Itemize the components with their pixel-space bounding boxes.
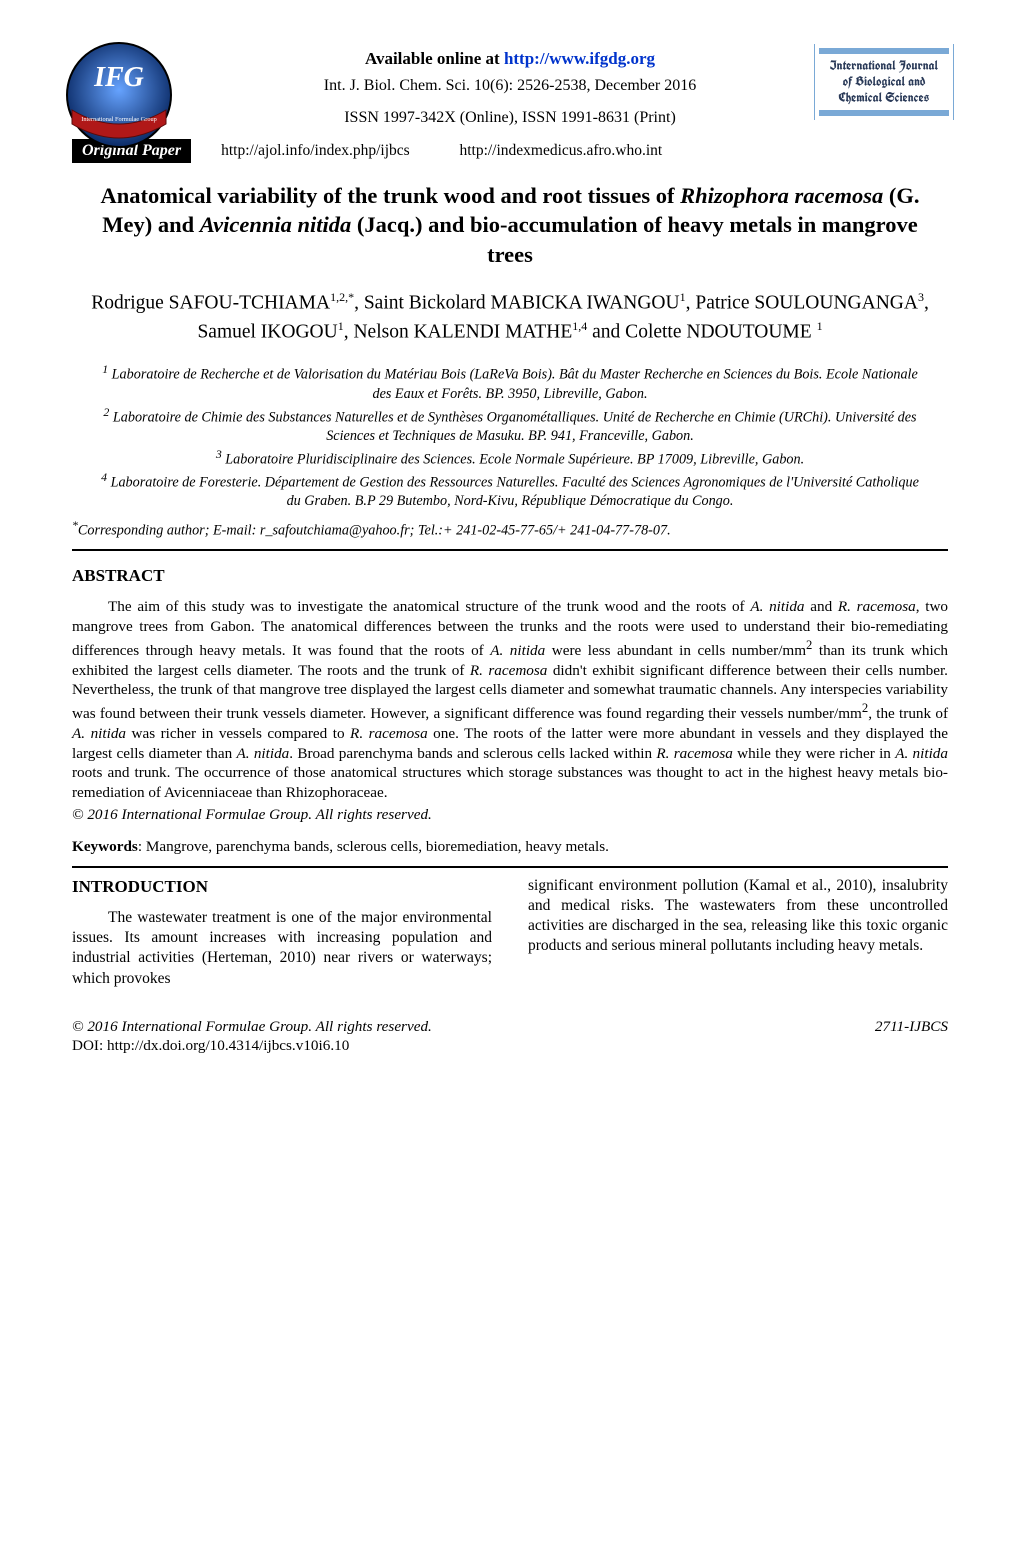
ajol-link[interactable]: http://ajol.info/index.php/ijbcs	[221, 142, 410, 159]
introduction-columns: INTRODUCTION The wastewater treatment is…	[72, 876, 948, 989]
rule-below-keywords	[72, 866, 948, 868]
original-paper-row: Original Paper http://ajol.info/index.ph…	[72, 139, 948, 163]
affiliation-2: 2 Laboratoire de Chimie des Substances N…	[96, 405, 924, 447]
svg-text:International Formulae Group: International Formulae Group	[81, 116, 157, 123]
intro-text-left: The wastewater treatment is one of the m…	[72, 908, 492, 989]
abstract-text: The aim of this study was to investigate…	[72, 597, 948, 803]
intro-col-right: significant environment pollution (Kamal…	[528, 876, 948, 989]
indexmedicus-link[interactable]: http://indexmedicus.afro.who.int	[459, 142, 662, 159]
svg-text:IFG: IFG	[93, 62, 144, 93]
keywords-text: : Mangrove, parenchyma bands, sclerous c…	[138, 838, 609, 855]
affiliation-1: 1 Laboratoire de Recherche et de Valoris…	[96, 362, 924, 404]
available-prefix: Available online at	[365, 49, 504, 68]
footer-doi: DOI: http://dx.doi.org/10.4314/ijbcs.v10…	[72, 1036, 432, 1055]
journal-name-box: International Journal of Biological and …	[814, 44, 954, 120]
footer-copyright: © 2016 International Formulae Group. All…	[72, 1017, 432, 1036]
footer: © 2016 International Formulae Group. All…	[72, 1017, 948, 1056]
header-links: http://ajol.info/index.php/ijbcs http://…	[221, 142, 662, 159]
header: IFG International Formulae Group Interna…	[72, 48, 948, 129]
rule-above-abstract	[72, 549, 948, 551]
keywords-label: Keywords	[72, 838, 138, 855]
available-link[interactable]: http://www.ifgdg.org	[504, 49, 655, 68]
abstract-heading: ABSTRACT	[72, 565, 948, 587]
footer-right: 2711-IJBCS	[875, 1017, 948, 1056]
corresponding-author: *Corresponding author; E-mail: r_safoutc…	[72, 518, 948, 540]
journal-box-line1: International Journal	[819, 58, 949, 74]
journal-box-line2: of Biological and	[819, 74, 949, 90]
abstract-copyright: © 2016 International Formulae Group. All…	[72, 805, 948, 825]
journal-box-line3: Chemical Sciences	[819, 90, 949, 106]
affiliations: 1 Laboratoire de Recherche et de Valoris…	[96, 362, 924, 511]
intro-text-right: significant environment pollution (Kamal…	[528, 876, 948, 957]
ifg-logo: IFG International Formulae Group	[64, 40, 174, 150]
keywords: Keywords: Mangrove, parenchyma bands, sc…	[72, 837, 948, 856]
introduction-heading: INTRODUCTION	[72, 876, 492, 898]
article-title: Anatomical variability of the trunk wood…	[90, 181, 930, 269]
footer-left: © 2016 International Formulae Group. All…	[72, 1017, 432, 1056]
intro-col-left: INTRODUCTION The wastewater treatment is…	[72, 876, 492, 989]
authors: Rodrigue SAFOU-TCHIAMA1,2,*, Saint Bicko…	[72, 289, 948, 347]
abstract: The aim of this study was to investigate…	[72, 597, 948, 824]
affiliation-3: 3 Laboratoire Pluridisciplinaire des Sci…	[96, 447, 924, 470]
affiliation-4: 4 Laboratoire de Foresterie. Département…	[96, 470, 924, 512]
